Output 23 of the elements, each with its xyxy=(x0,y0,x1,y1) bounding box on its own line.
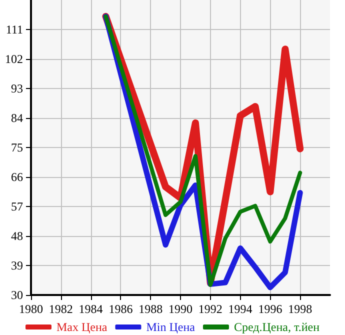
x-tick-label: 1996 xyxy=(258,302,282,316)
y-tick-label: 102 xyxy=(5,52,23,66)
x-tick-label: 1980 xyxy=(19,302,43,316)
x-tick-label: 1986 xyxy=(108,302,133,316)
y-tick-label: 57 xyxy=(11,200,23,214)
y-tick-label: 111 xyxy=(6,22,23,36)
x-tick-label: 1984 xyxy=(78,302,103,316)
legend-label: Сред.Цена, т.йен xyxy=(234,320,320,334)
y-tick-label: 30 xyxy=(11,288,23,302)
x-tick-label: 1990 xyxy=(168,302,192,316)
legend-label: Min Цена xyxy=(146,320,196,334)
y-tick-label: 84 xyxy=(11,111,23,125)
legend-label: Max Цена xyxy=(56,320,108,334)
x-tick-label: 1998 xyxy=(288,302,312,316)
y-tick-label: 93 xyxy=(11,82,23,96)
y-tick-label: 66 xyxy=(11,170,23,184)
x-tick-label: 1988 xyxy=(138,302,163,316)
y-tick-label: 39 xyxy=(11,258,23,272)
x-tick-label: 1992 xyxy=(198,302,222,316)
x-tick-label: 1982 xyxy=(48,302,73,316)
y-tick-label: 48 xyxy=(11,229,23,243)
y-tick-label: 75 xyxy=(11,140,23,154)
x-tick-label: 1994 xyxy=(228,302,252,316)
